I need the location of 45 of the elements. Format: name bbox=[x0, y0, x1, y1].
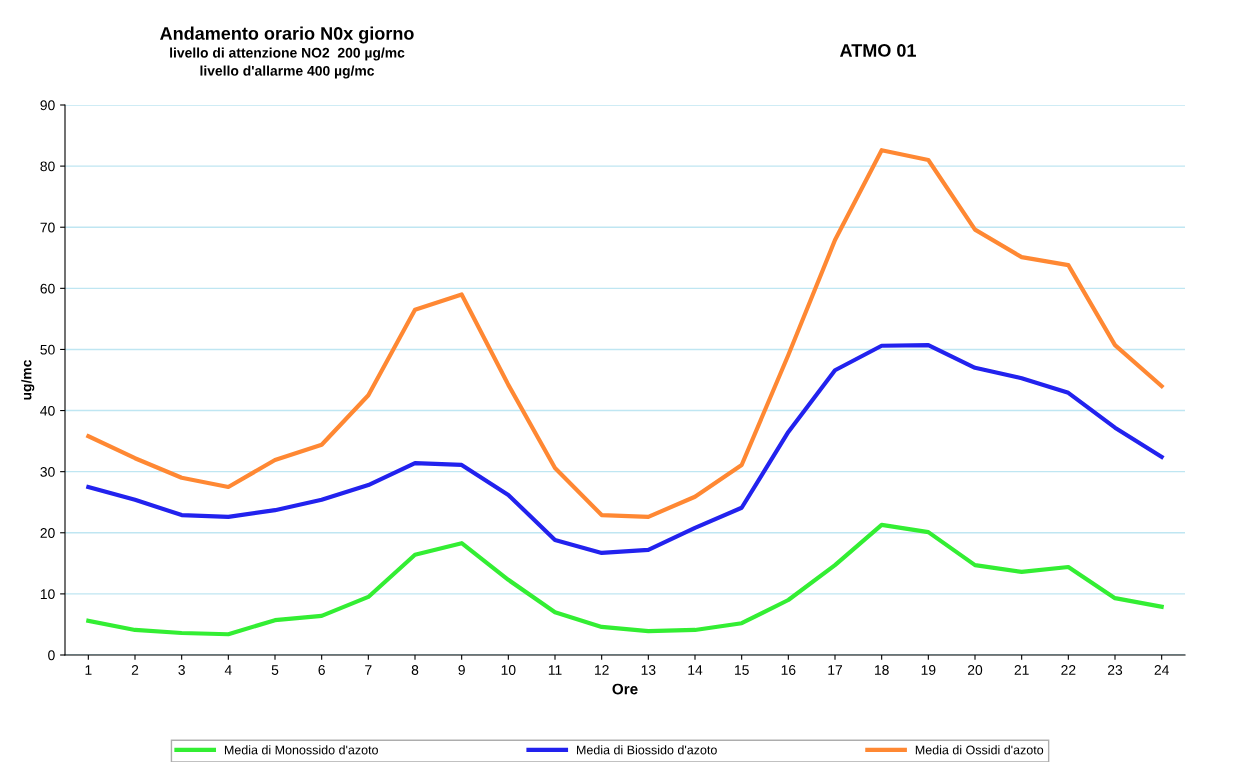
x-tick-label: 5 bbox=[271, 665, 279, 675]
x-tick-label: 9 bbox=[458, 665, 465, 675]
line-series bbox=[86, 522, 1164, 637]
x-tick-label: 13 bbox=[641, 665, 656, 675]
legend-label: Media di Biossido d'azoto bbox=[577, 745, 717, 755]
x-tick-label: 2 bbox=[131, 665, 139, 675]
y-tick-label: 40 bbox=[40, 405, 55, 416]
x-tick-label: 21 bbox=[1014, 665, 1029, 675]
x-tick-label: 10 bbox=[501, 665, 516, 675]
x-tick-label: 23 bbox=[1107, 665, 1123, 675]
y-tick-label: 70 bbox=[40, 222, 55, 233]
x-tick-label: 8 bbox=[411, 665, 419, 675]
x-tick-label: 11 bbox=[548, 665, 562, 675]
legend-label: Media di Monossido d'azoto bbox=[224, 745, 378, 755]
y-tick-label: 0 bbox=[48, 650, 55, 661]
x-tick-label: 6 bbox=[318, 665, 325, 675]
line-series bbox=[86, 343, 1164, 556]
chart-subtitle: livello di attenzione NO2 200 µg/mc livello d'allarme 400 µg/mc bbox=[170, 47, 405, 79]
y-tick-label: 80 bbox=[40, 161, 55, 172]
x-tick-label: 22 bbox=[1061, 665, 1076, 675]
y-tick-label: 20 bbox=[40, 528, 55, 538]
y-tick-label: 50 bbox=[40, 344, 55, 355]
x-tick-label: 20 bbox=[967, 665, 983, 675]
y-tick-label: 90 bbox=[40, 100, 55, 111]
x-tick-label: 18 bbox=[875, 665, 889, 675]
x-tick-label: 14 bbox=[688, 665, 703, 675]
x-tick-label: 7 bbox=[365, 665, 372, 675]
x-tick-label: 1 bbox=[85, 665, 92, 675]
y-tick-label: 30 bbox=[40, 467, 55, 477]
x-axis-title: Ore bbox=[612, 683, 638, 695]
x-tick-label: 24 bbox=[1154, 665, 1169, 675]
text: ATMO 01 bbox=[839, 44, 916, 57]
y-tick-label: 10 bbox=[40, 589, 55, 600]
y-tick-label: 60 bbox=[40, 283, 55, 294]
chart-title: Andamento orario N0x giorno bbox=[160, 26, 414, 44]
x-tick-label: 19 bbox=[921, 665, 936, 675]
legend-label: Media di Ossidi d'azoto bbox=[915, 745, 1044, 755]
x-tick-label: 4 bbox=[224, 665, 232, 675]
y-axis-title: ug/mc bbox=[21, 359, 35, 400]
x-tick-label: 15 bbox=[735, 665, 749, 675]
x-tick-label: 16 bbox=[781, 665, 796, 675]
x-tick-label: 12 bbox=[595, 665, 609, 675]
x-tick-label: 17 bbox=[828, 665, 843, 675]
line-series bbox=[86, 148, 1164, 519]
x-tick-label: 3 bbox=[178, 665, 185, 675]
